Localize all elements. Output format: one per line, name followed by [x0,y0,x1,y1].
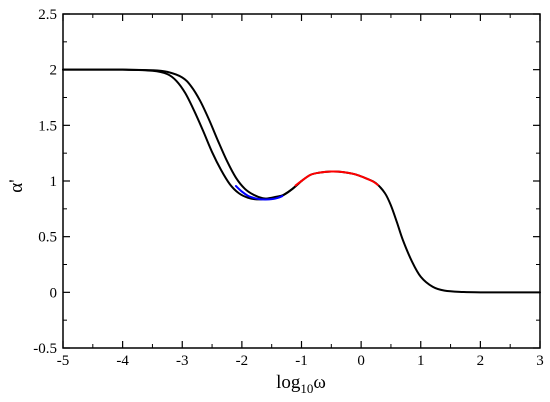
x-tick-label: 3 [536,353,544,369]
x-tick-label: -2 [236,353,249,369]
x-ticks: -5 -4 -3 -2 -1 0 1 2 3 [57,14,544,369]
x-axis-title: log10ω [276,372,326,396]
y-tick-label: 2.5 [38,7,57,23]
series-line-3 [234,185,284,201]
x-tick-label: -1 [295,353,308,369]
x-tick-label: 0 [357,353,365,369]
x-axis-title-subscript: 10 [300,381,313,396]
series-line-4 [294,170,379,187]
y-tick-label: 1.5 [38,118,57,134]
y-tick-label: -0.5 [33,341,57,357]
x-tick-label: -5 [57,353,70,369]
y-tick-label: 2 [50,63,58,79]
x-tick-label: -3 [176,353,189,369]
x-axis-title-tail: ω [313,372,326,393]
y-ticks: -0.5 0 0.5 1 1.5 2 2.5 [33,7,540,357]
y-tick-label: 1 [50,174,58,190]
x-tick-label: 2 [477,353,485,369]
y-axis-title: α' [6,179,27,192]
x-tick-label: -4 [116,353,129,369]
data-lines [62,68,541,294]
y-tick-label: 0 [50,285,58,301]
x-tick-label: 1 [417,353,425,369]
y-tick-label: 0.5 [38,230,57,246]
series-line-2 [62,68,303,201]
x-axis-title-base: log [276,372,301,393]
